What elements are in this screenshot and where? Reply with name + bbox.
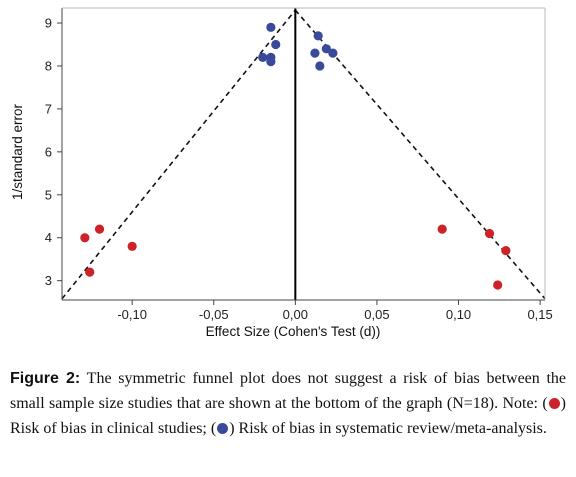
- caption-red-note: ) Risk of bias in clinical studies; (: [10, 395, 566, 437]
- systematic-review-point: [258, 52, 268, 62]
- x-tick-label: 0,10: [446, 307, 471, 322]
- y-tick-label: 9: [45, 16, 52, 31]
- clinical-study-point: [80, 233, 90, 243]
- systematic-review-point: [321, 44, 331, 54]
- funnel-plot-svg: -0,10 -0,05 0,00 0,05 0,10 0,15 3 4 5 6 7 8 9 Effect…: [10, 7, 553, 339]
- systematic-review-point: [266, 57, 276, 67]
- x-axis-title: Effect Size (Cohen's Test (d)): [206, 324, 381, 339]
- x-tick-label: 0,00: [283, 307, 308, 322]
- y-tick-label: 8: [45, 58, 52, 73]
- clinical-study-point: [484, 228, 495, 239]
- clinical-study-point: [127, 241, 137, 251]
- figure-label: Figure 2:: [10, 370, 81, 387]
- y-tick-label: 7: [45, 101, 52, 116]
- systematic-review-point: [315, 61, 325, 71]
- red-dot-icon: [548, 398, 560, 409]
- systematic-review-point: [310, 48, 320, 58]
- x-tick-label: -0,05: [199, 307, 229, 322]
- x-tick-label: -0,10: [117, 307, 147, 322]
- caption-paren: (: [542, 395, 548, 412]
- funnel-plot: -0,10 -0,05 0,00 0,05 0,10 0,15 3 4 5 6 7 8 9 Effect…: [10, 7, 553, 339]
- systematic-review-point: [328, 48, 338, 58]
- clinical-study-point: [85, 267, 95, 277]
- clinical-study-point: [501, 246, 511, 256]
- clinical-study-point: [493, 280, 503, 290]
- y-axis-title: 1/standard error: [10, 103, 25, 200]
- x-tick-label: 0,15: [527, 307, 552, 322]
- systematic-review-point: [266, 22, 276, 32]
- y-tick-label: 4: [45, 230, 52, 245]
- y-tick-label: 3: [45, 273, 52, 288]
- y-tick-label: 5: [45, 187, 52, 202]
- systematic-review-point: [313, 31, 323, 41]
- caption-text: The symmetric funnel plot does not sugge…: [10, 370, 567, 412]
- clinical-study-point: [94, 224, 105, 234]
- x-tick-label: 0,05: [364, 307, 389, 322]
- figure-caption: Figure 2: The symmetric funnel plot does…: [10, 366, 566, 441]
- funnel-left-line: [61, 9, 296, 300]
- clinical-study-point: [437, 224, 447, 234]
- y-tick-label: 6: [45, 144, 52, 159]
- systematic-review-point: [271, 39, 281, 50]
- blue-dot-icon: [217, 423, 229, 434]
- caption-blue-note: ) Risk of bias in systematic review/meta…: [229, 420, 547, 437]
